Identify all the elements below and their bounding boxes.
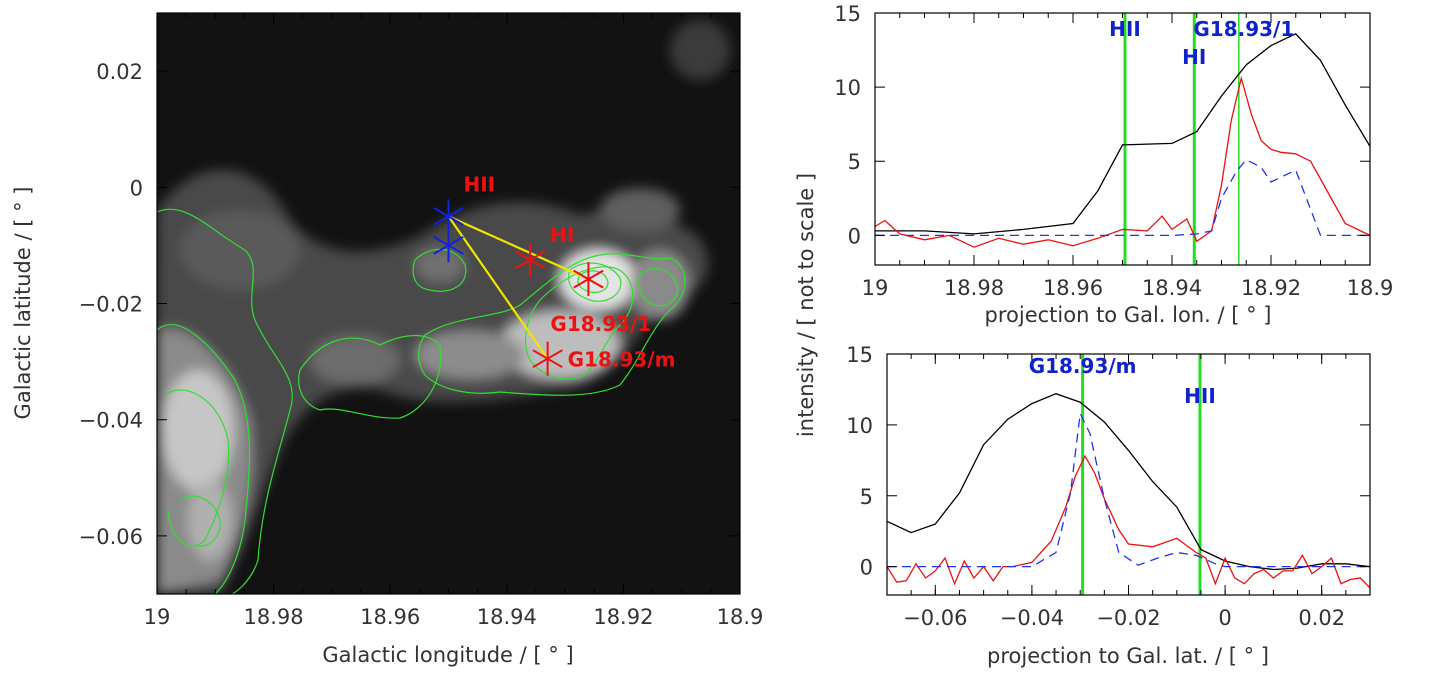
map-ytick-label: −0.02 (79, 293, 143, 317)
marker-star-ray (448, 244, 464, 255)
lat-profile-xtick-label: 0.02 (1298, 606, 1345, 630)
lon-profile-ytick-label: 15 (834, 2, 861, 26)
lat-profile-panel: −0.06 −0.04 −0.02 0 0.02 0 5 10 15 G18.93/m HII p… (846, 343, 1371, 668)
map-marker-label: G18.93/1 (550, 312, 651, 336)
map-panel: 19 18.98 18.96 18.94 18.92 18.9 0.02 0 −0.02 −0.0… (11, 12, 764, 667)
marker-star-ray (573, 278, 589, 289)
lat-profile-ytick-label: 10 (846, 414, 873, 438)
lat-profile-xtick-label: 0 (1218, 606, 1231, 630)
marker-star-ray (532, 357, 549, 369)
lon-profile-xtick-label: 19 (862, 276, 889, 300)
lat-profile-series (887, 393, 1370, 589)
map-xtick-label: 19 (144, 605, 171, 629)
marker-star-ray (433, 236, 449, 247)
marker-star-ray (433, 206, 449, 218)
lon-profile-panel: 19 18.98 18.96 18.94 18.92 18.9 0 5 10 15 HII HI G1… (834, 2, 1393, 327)
map-xtick-label: 18.92 (593, 605, 653, 629)
marker-star-ray (514, 250, 531, 261)
lat-profile-xlabel: projection to Gal. lat. / [ ° ] (987, 644, 1269, 668)
lon-profile-xtick-label: 18.92 (1241, 276, 1301, 300)
lat-profile-series-3 (887, 411, 1370, 568)
lat-profile-ytick-label: 5 (860, 485, 873, 509)
lon-profile-ytick-label: 10 (834, 76, 861, 100)
lon-profile-series-2 (875, 75, 1370, 248)
lat-profile-ytick-label: 0 (860, 556, 873, 580)
marker-star-ray (573, 269, 589, 280)
lat-profile-series-2 (887, 454, 1370, 589)
map-marker-label: HII (464, 172, 496, 196)
lat-profile-vline-label: HII (1184, 384, 1216, 408)
lat-profile-vlines (1081, 354, 1202, 595)
map-ytick-label: −0.06 (79, 525, 143, 549)
marker-star-ray (587, 278, 604, 289)
lat-profile-ticks: −0.06 −0.04 −0.02 0 0.02 0 5 10 15 (846, 343, 1371, 630)
lon-profile-vline-label: HI (1182, 45, 1206, 69)
marker-star-ray (514, 259, 531, 270)
marker-star-ray (547, 357, 563, 369)
map-connector-line (448, 215, 589, 281)
lon-profile-series-1 (875, 33, 1370, 235)
lat-profile-xtick-label: −0.02 (1096, 606, 1160, 630)
marker-star-ray (448, 215, 464, 226)
lon-profile-vline-label: G18.93/1 (1193, 17, 1294, 41)
map-overlay: HII HI G18.93/1 G18.93/m (433, 172, 676, 376)
map-marker (433, 228, 464, 263)
marker-star-ray (433, 244, 449, 255)
map-image (157, 13, 740, 594)
lon-profile-xtick-label: 18.9 (1347, 276, 1394, 300)
contours (157, 208, 686, 594)
map-xlabel: Galactic longitude / [ ° ] (322, 643, 573, 667)
map-ticks: 19 18.98 18.96 18.94 18.92 18.9 0.02 0 −0.02 −0.0… (79, 13, 764, 629)
lon-profile-vline-labels: HII HI G18.93/1 (1109, 17, 1294, 69)
map-marker-label: G18.93/m (568, 348, 676, 372)
lon-profile-series (875, 33, 1370, 248)
lat-profile-vline-label: G18.93/m (1029, 354, 1137, 378)
lat-profile-vline-labels: G18.93/m HII (1029, 354, 1216, 408)
lon-profile-frame (874, 12, 1371, 266)
map-marker (532, 341, 563, 376)
marker-star-ray (529, 250, 546, 261)
lat-profile-xtick-label: −0.04 (1000, 606, 1064, 630)
lon-profile-xtick-label: 18.98 (944, 276, 1004, 300)
lat-profile-ytick-label: 15 (846, 343, 873, 367)
lon-profile-series-3 (875, 158, 1370, 237)
lon-profile-ticks: 19 18.98 18.96 18.94 18.92 18.9 0 5 10 15 (834, 2, 1393, 300)
map-connector-line (447, 215, 549, 360)
marker-star-ray (547, 349, 563, 360)
marker-star-ray (448, 236, 464, 247)
lat-profile-series-1 (887, 393, 1370, 571)
map-xtick-label: 18.9 (717, 605, 764, 629)
lon-profile-xlabel: projection to Gal. lon. / [ ° ] (985, 303, 1272, 327)
lon-profile-vline-label: HII (1109, 17, 1141, 41)
map-xtick-label: 18.94 (477, 605, 537, 629)
map-ylabel: Galactic latitude / [ ° ] (11, 187, 35, 420)
marker-star-ray (448, 206, 464, 218)
lon-profile-vlines (1123, 13, 1240, 265)
marker-star-ray (587, 269, 604, 280)
lat-profile-xtick-label: −0.06 (903, 606, 967, 630)
lon-profile-xtick-label: 18.96 (1043, 276, 1103, 300)
map-ytick-label: 0.02 (96, 60, 143, 84)
map-xtick-label: 18.96 (360, 605, 420, 629)
lon-profile-xtick-label: 18.94 (1142, 276, 1202, 300)
lon-profile-ytick-label: 5 (848, 150, 861, 174)
map-marker-label: HI (550, 223, 574, 247)
shared-ylabel: intensity / [ not to scale ] (794, 173, 818, 437)
marker-star-ray (532, 349, 549, 360)
map-xtick-label: 18.98 (244, 605, 304, 629)
emission-blobs (157, 20, 730, 594)
marker-star-ray (433, 215, 449, 226)
map-ytick-label: −0.04 (79, 409, 143, 433)
lon-profile-ytick-label: 0 (848, 224, 861, 248)
map-ytick-label: 0 (130, 176, 143, 200)
marker-star-ray (529, 259, 546, 270)
map-marker (573, 262, 604, 297)
map-marker (514, 242, 546, 277)
